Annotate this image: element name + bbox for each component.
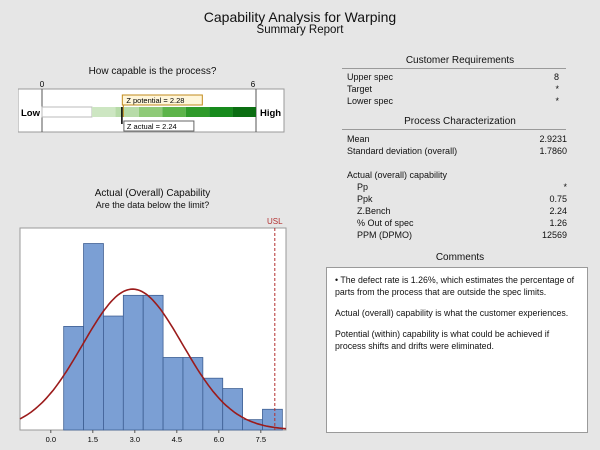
chart-subtitle: Are the data below the limit?	[95, 200, 210, 210]
divider	[342, 68, 566, 69]
stat-row-pp: Pp *	[357, 182, 567, 192]
stat-row-zbench: Z.Bench 2.24	[357, 206, 567, 216]
comment-potential: Potential (within) capability is what co…	[335, 329, 550, 351]
z-actual-box	[123, 120, 195, 132]
gauge-axis-max: 6	[251, 80, 256, 89]
report-title: Capability Analysis for Warping	[203, 9, 397, 25]
histogram-bar	[122, 294, 144, 431]
capability-gauge: 0 6 Low High Z potential = 2.28 Z actual …	[18, 80, 285, 133]
gauge-band	[115, 107, 139, 117]
histogram-bar	[262, 408, 283, 431]
comments-box: • The defect rate is 1.26%, which estima…	[326, 267, 588, 433]
gauge-band	[232, 107, 256, 117]
normal-curve	[19, 288, 287, 430]
x-tick-label: 6.0	[214, 435, 224, 444]
z-potential-box	[121, 94, 203, 106]
capability-subheading: Actual (overall) capability	[347, 170, 448, 180]
comment-bullet: • The defect rate is 1.26%, which estima…	[335, 275, 575, 297]
stat-row-out-of-spec: % Out of spec 1.26	[357, 218, 567, 228]
customer-requirements-heading: Customer Requirements	[405, 55, 515, 66]
gauge-band	[185, 107, 210, 117]
stat-row-sd: Standard deviation (overall) 1.7860	[347, 146, 567, 156]
gauge-band	[162, 107, 186, 117]
stat-row-ppm: PPM (DPMO) 12569	[357, 230, 567, 240]
histogram-bar	[222, 388, 244, 431]
divider	[342, 129, 566, 130]
histogram-bar	[63, 326, 84, 431]
process-characterization-heading: Process Characterization	[404, 116, 516, 127]
histogram-bar	[103, 315, 124, 431]
gauge-heading: How capable is the process?	[88, 66, 217, 77]
capability-histogram: USL 0.0 1.5 3.0 4.5 6.0 7.5	[19, 217, 287, 444]
x-tick-label: 3.0	[130, 435, 140, 444]
usl-label: USL	[267, 217, 283, 226]
gauge-axis-min: 0	[40, 80, 45, 89]
histogram-bar	[162, 357, 184, 431]
chart-title: Actual (Overall) Capability	[94, 188, 211, 199]
comment-actual: Actual (overall) capability is what the …	[335, 308, 569, 318]
x-tick-label: 0.0	[46, 435, 56, 444]
x-tick-label: 4.5	[172, 435, 182, 444]
z-potential-label: Z potential = 2.28	[126, 96, 184, 105]
gauge-band	[91, 107, 116, 117]
process-characterization-list: Mean 2.9231 Standard deviation (overall)…	[347, 134, 567, 244]
gauge-band	[138, 107, 163, 117]
x-tick-label: 7.5	[256, 435, 266, 444]
histogram-bar	[142, 294, 164, 431]
req-row-lower-spec: Lower spec *	[347, 96, 559, 106]
gauge-band	[209, 107, 233, 117]
x-tick-label: 1.5	[88, 435, 98, 444]
req-row-target: Target *	[347, 84, 559, 94]
histogram-bar	[182, 357, 204, 431]
customer-requirements-list: Upper spec 8 Target * Lower spec *	[347, 72, 559, 112]
report-subtitle: Summary Report	[256, 24, 344, 36]
stat-row-ppk: Ppk 0.75	[357, 194, 567, 204]
gauge-high-label: High	[260, 108, 281, 119]
gauge-low-label: Low	[21, 108, 41, 119]
stat-row-mean: Mean 2.9231	[347, 134, 567, 144]
z-actual-label: Z actual = 2.24	[127, 122, 177, 131]
req-row-upper-spec: Upper spec 8	[347, 72, 559, 82]
gauge-band	[41, 106, 93, 118]
comments-heading: Comments	[435, 252, 485, 263]
histogram-bar	[202, 377, 224, 431]
